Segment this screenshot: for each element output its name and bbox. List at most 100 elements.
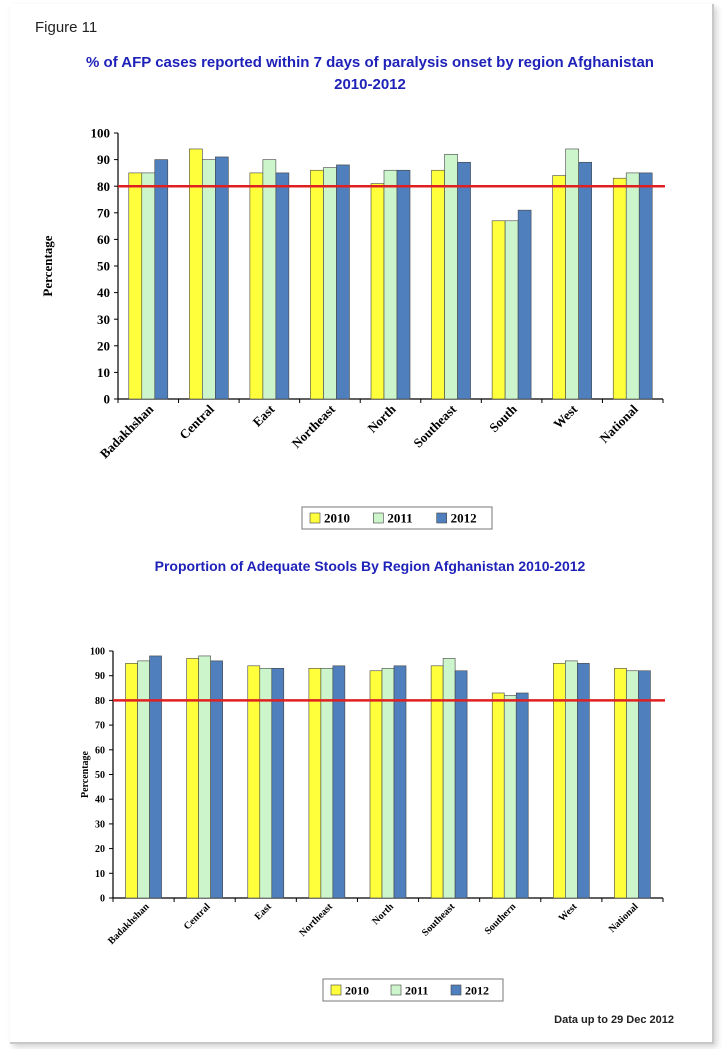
y-tick-label: 70 xyxy=(97,205,110,220)
bar-2011-badakhshan xyxy=(141,172,156,400)
y-tick-label: 90 xyxy=(95,671,105,682)
y-tick-label: 20 xyxy=(95,844,105,855)
x-tick-label: South xyxy=(486,401,520,435)
bar-2012-national xyxy=(638,670,651,899)
bar-2012-central xyxy=(210,660,223,899)
bar-2010-north xyxy=(370,183,385,400)
bar-2012-east xyxy=(271,667,285,899)
y-tick-label: 100 xyxy=(90,647,105,658)
bar-2010-west xyxy=(553,663,566,899)
bar-2012-central xyxy=(215,156,229,400)
bar-2010-east xyxy=(249,172,264,400)
bar-2012-southeast xyxy=(457,161,471,400)
bar-2010-southern xyxy=(491,692,505,899)
figure-label: Figure 11 xyxy=(35,19,98,36)
bar-2010-northeast xyxy=(310,169,324,400)
legend-swatch-2010 xyxy=(309,512,321,524)
x-tick-label: Northeast xyxy=(297,901,335,939)
y-tick-label: 40 xyxy=(97,285,110,300)
bar-2011-central xyxy=(202,159,216,400)
x-tick-label: East xyxy=(253,901,275,923)
bar-2012-southeast xyxy=(454,670,468,899)
bar-2011-central xyxy=(198,655,211,899)
x-tick-label: North xyxy=(365,401,400,436)
legend-swatch-2012 xyxy=(450,984,462,996)
y-tick-label: 80 xyxy=(95,696,105,707)
bar-2012-west xyxy=(577,663,590,899)
y-tick-label: 60 xyxy=(97,232,110,247)
x-tick-label: Badakhshan xyxy=(97,401,157,461)
legend-box xyxy=(322,978,504,1002)
legend-label-2010: 2010 xyxy=(345,983,369,997)
x-tick-label: West xyxy=(557,901,580,924)
bar-2011-southern xyxy=(503,695,517,899)
bar-2011-southeast xyxy=(444,153,458,400)
bar-2010-southeast xyxy=(431,169,445,400)
y-tick-label: 30 xyxy=(95,819,105,830)
bar-2011-east xyxy=(262,159,277,400)
bar-2012-southern xyxy=(515,692,529,899)
x-tick-label: East xyxy=(250,401,278,429)
y-tick-label: 30 xyxy=(97,312,110,327)
bar-2012-national xyxy=(638,172,653,400)
chart-1-title: % of AFP cases reported within 7 days of… xyxy=(30,52,710,96)
bar-2010-national xyxy=(612,177,627,400)
bar-2012-badakhshan xyxy=(154,159,169,400)
legend-label-2012: 2012 xyxy=(451,511,477,526)
bar-2011-south xyxy=(504,220,519,400)
bar-2011-northeast xyxy=(320,667,334,899)
y-tick-label: 10 xyxy=(97,365,110,380)
legend: 2010 2011 2012 xyxy=(301,506,493,530)
legend-swatch-2011 xyxy=(390,984,402,996)
y-tick-label: 20 xyxy=(97,338,110,353)
x-tick-label: Southern xyxy=(483,901,519,937)
bar-2012-north xyxy=(393,665,407,899)
legend-swatch-2010 xyxy=(330,984,342,996)
x-tick-label: Badakhshan xyxy=(106,901,152,947)
y-tick-label: 40 xyxy=(95,795,105,806)
legend-label-2010: 2010 xyxy=(324,511,350,526)
bar-2012-northeast xyxy=(336,164,350,400)
x-tick-label: National xyxy=(597,401,642,446)
bar-2010-badakhshan xyxy=(125,663,138,899)
legend-label-2012: 2012 xyxy=(465,983,489,997)
x-tick-label: Southeast xyxy=(420,901,458,939)
bar-2010-national xyxy=(614,667,627,899)
bar-2012-west xyxy=(578,161,592,400)
bar-2011-badakhshan xyxy=(137,660,150,899)
bar-2010-west xyxy=(552,175,566,400)
bar-2012-north xyxy=(396,169,411,400)
bar-2011-north xyxy=(381,667,395,899)
bar-2010-northeast xyxy=(308,667,322,899)
y-tick-label: 50 xyxy=(97,259,110,274)
chart-1: 0 10 20 30 40 50 60 70 80 90 100 Percentage Badakhsh… xyxy=(40,126,665,530)
y-axis-title: Percentage xyxy=(80,750,91,798)
y-tick-label: 50 xyxy=(95,770,105,781)
bar-2010-central xyxy=(186,658,199,899)
bar-2010-south xyxy=(491,220,506,400)
y-tick-label: 10 xyxy=(95,869,105,880)
bar-2010-badakhshan xyxy=(128,172,143,400)
x-tick-label: Central xyxy=(182,901,213,932)
legend-swatch-2012 xyxy=(436,512,447,524)
chart-1-title-line2: 2010-2012 xyxy=(334,76,406,93)
y-tick-label: 90 xyxy=(97,152,110,167)
y-tick-label: 0 xyxy=(104,392,111,407)
legend-label-2011: 2011 xyxy=(387,511,412,526)
y-tick-label: 70 xyxy=(95,721,105,732)
y-tick-label: 100 xyxy=(91,126,111,141)
bar-2011-west xyxy=(565,660,578,899)
bar-2011-southeast xyxy=(442,658,456,899)
y-tick-label: 80 xyxy=(97,179,110,194)
bar-2011-north xyxy=(383,169,398,400)
bar-2011-northeast xyxy=(323,167,337,400)
bar-2012-badakhshan xyxy=(149,655,162,899)
legend: 2010 2011 2012 xyxy=(322,978,504,1002)
y-axis-title: Percentage xyxy=(40,235,55,296)
chart-2: 0 10 20 30 40 50 60 70 80 90 100 Percentage Badakhsh… xyxy=(80,647,665,1002)
bar-2011-national xyxy=(625,172,640,400)
bar-2012-east xyxy=(275,172,290,400)
footnote: Data up to 29 Dec 2012 xyxy=(554,1014,674,1026)
legend-label-2011: 2011 xyxy=(405,983,428,997)
